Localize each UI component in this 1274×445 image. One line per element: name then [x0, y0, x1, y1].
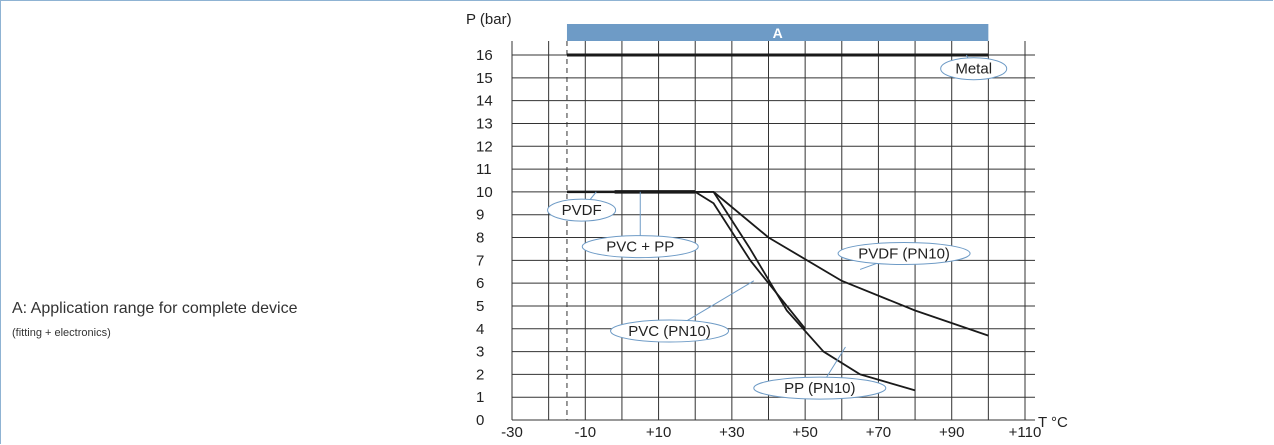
x-tick-label: +110 [1009, 424, 1042, 441]
series-label: Metal [955, 61, 992, 78]
y-tick-label: 2 [476, 366, 484, 383]
callout-bubble [837, 241, 971, 265]
y-tick-label: 14 [476, 93, 493, 110]
range-band-a [566, 24, 989, 41]
y-tick-label: 15 [476, 70, 493, 87]
range-band-label: A [773, 25, 783, 41]
x-tick-label: +10 [646, 424, 671, 441]
y-tick-label: 13 [476, 115, 493, 132]
x-axis-title: T °C [1038, 414, 1068, 431]
y-tick-label: 6 [476, 275, 484, 292]
x-tick-label: +30 [719, 424, 744, 441]
y-tick-label: 4 [476, 321, 484, 338]
series-label: PVDF [562, 202, 602, 219]
y-tick-label: 9 [476, 207, 484, 224]
series-label: PP (PN10) [784, 380, 855, 397]
callout-bubble [753, 376, 887, 400]
callout-bubble [581, 235, 699, 259]
series-line [695, 190, 916, 392]
y-tick-label: 0 [476, 412, 484, 429]
y-tick-label: 5 [476, 298, 484, 315]
series-line [694, 191, 806, 330]
y-tick-label: 10 [476, 184, 493, 201]
x-tick-label: -10 [574, 424, 596, 441]
x-tick-label: -30 [501, 424, 523, 441]
y-tick-label: 3 [476, 344, 484, 361]
x-tick-label: +70 [866, 424, 891, 441]
callout-bubble [610, 319, 730, 343]
x-tick-label: +50 [792, 424, 817, 441]
series-label: PVC + PP [606, 239, 674, 256]
y-tick-label: 12 [476, 138, 493, 155]
x-tick-label: +90 [939, 424, 964, 441]
series-label: PVC (PN10) [628, 323, 711, 340]
y-tick-label: 16 [476, 47, 493, 64]
y-tick-label: 8 [476, 230, 484, 247]
callout-bubble [547, 198, 617, 222]
y-tick-label: 7 [476, 252, 484, 269]
series-label: PVDF (PN10) [858, 245, 950, 262]
legend-notes: A: Application range for complete device… [12, 300, 298, 339]
callout-bubble [940, 57, 1008, 81]
note-application-range: A: Application range for complete device [12, 300, 298, 317]
y-tick-label: 1 [476, 389, 484, 406]
y-tick-label: 11 [476, 161, 492, 178]
note-fitting-electronics: (fitting + electronics) [12, 327, 111, 339]
y-axis-title: P (bar) [466, 11, 512, 28]
